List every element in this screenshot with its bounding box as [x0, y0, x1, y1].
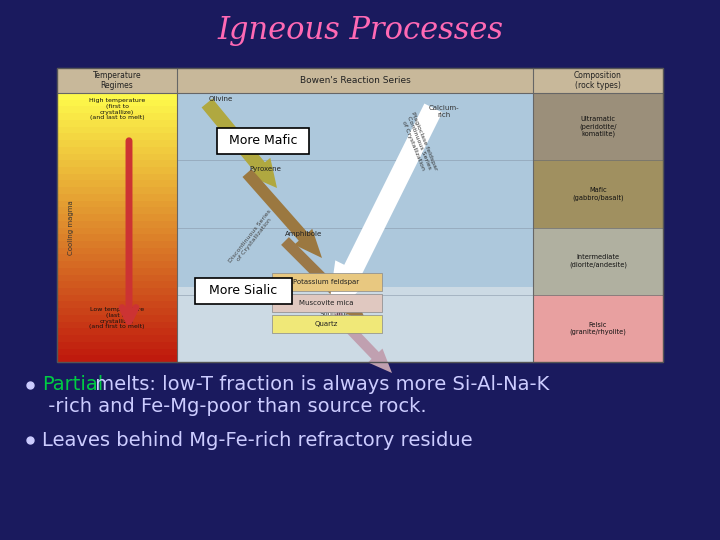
Bar [57, 281, 177, 288]
Bar [57, 274, 177, 281]
Bar [57, 166, 177, 174]
Text: Igneous Processes: Igneous Processes [217, 15, 503, 46]
Bar [57, 119, 177, 126]
Text: Felsic
(granite/rhyolite): Felsic (granite/rhyolite) [570, 322, 626, 335]
Bar [57, 314, 177, 322]
Bar [57, 247, 177, 254]
Bar [57, 213, 177, 221]
Polygon shape [281, 237, 367, 323]
Bar [57, 133, 177, 140]
Bar [57, 261, 177, 268]
FancyBboxPatch shape [217, 128, 309, 154]
Bar [57, 287, 177, 295]
Polygon shape [243, 169, 322, 258]
Bar [533, 227, 663, 295]
Bar [57, 355, 177, 362]
Bar [57, 68, 663, 362]
Bar [57, 99, 177, 106]
Bar [177, 93, 533, 287]
Bar [57, 200, 177, 207]
Bar [177, 287, 533, 362]
Text: Temperature
Regimes: Temperature Regimes [93, 71, 141, 90]
Bar [57, 193, 177, 200]
Bar [57, 180, 177, 187]
Text: Intermediate
(diorite/andesite): Intermediate (diorite/andesite) [569, 254, 627, 268]
Bar [57, 106, 177, 113]
Text: Mafic
(gabbro/basalt): Mafic (gabbro/basalt) [572, 187, 624, 201]
Text: Cooling magma: Cooling magma [68, 200, 74, 255]
Bar [57, 308, 177, 315]
Text: Calcium-
rich: Calcium- rich [428, 105, 459, 118]
Text: Discontinuous Series
of Crystallization: Discontinuous Series of Crystallization [228, 209, 276, 267]
Bar [271, 315, 382, 333]
Text: Low temperature
(last to
crystallize)
(and first to melt): Low temperature (last to crystallize) (a… [89, 307, 145, 329]
Bar [57, 254, 177, 261]
Text: Biotite mica: Biotite mica [332, 295, 374, 301]
Text: More Mafic: More Mafic [229, 134, 297, 147]
Bar [57, 341, 177, 348]
Text: Pyroxene: Pyroxene [249, 166, 281, 172]
Bar [57, 220, 177, 227]
Bar [57, 153, 177, 160]
Text: Partial: Partial [42, 375, 103, 395]
Text: Olivine: Olivine [209, 96, 233, 102]
Bar [57, 328, 177, 335]
Bar [533, 160, 663, 227]
Bar [57, 146, 177, 153]
Text: High temperature
(first to
crystallize)
(and last to melt): High temperature (first to crystallize) … [89, 98, 145, 120]
Bar [533, 295, 663, 362]
Text: melts: low-T fraction is always more Si-Al-Na-K: melts: low-T fraction is always more Si-… [89, 375, 549, 395]
Bar [57, 234, 177, 241]
Text: Plagioclase feldspar
Continuous Series
of Crystallization: Plagioclase feldspar Continuous Series o… [400, 111, 438, 175]
Bar [57, 187, 177, 194]
Bar [57, 267, 177, 274]
Text: More Sialic: More Sialic [209, 285, 277, 298]
Text: Ultramatic
(peridotite/
komatiite): Ultramatic (peridotite/ komatiite) [580, 116, 617, 137]
Bar [57, 321, 177, 328]
Text: Quartz: Quartz [315, 321, 338, 327]
Text: Potassium feldspar: Potassium feldspar [294, 279, 359, 285]
Text: Bowen's Reaction Series: Bowen's Reaction Series [300, 76, 410, 85]
Bar [57, 68, 663, 362]
Polygon shape [327, 104, 442, 323]
Bar [57, 227, 177, 234]
Text: -rich and Fe-Mg-poor than source rock.: -rich and Fe-Mg-poor than source rock. [42, 396, 427, 415]
Bar [57, 92, 177, 100]
Text: Composition
(rock types): Composition (rock types) [574, 71, 622, 90]
Bar [271, 294, 382, 312]
Bar [57, 139, 177, 147]
Bar [57, 301, 177, 308]
Bar [57, 348, 177, 355]
Bar [57, 240, 177, 248]
Bar [57, 173, 177, 180]
Bar [57, 113, 177, 120]
Text: Amphibole: Amphibole [285, 231, 323, 237]
Text: Sodium-
rich: Sodium- rich [319, 311, 348, 324]
Bar [57, 335, 177, 342]
Bar [57, 207, 177, 214]
Bar [271, 273, 382, 291]
Text: Muscovite mica: Muscovite mica [300, 300, 354, 306]
Bar [57, 160, 177, 167]
Bar [533, 93, 663, 160]
FancyBboxPatch shape [195, 278, 292, 304]
Bar [57, 294, 177, 301]
Bar [57, 68, 663, 93]
Polygon shape [202, 99, 277, 188]
Polygon shape [321, 300, 392, 373]
Text: Leaves behind Mg-Fe-rich refractory residue: Leaves behind Mg-Fe-rich refractory resi… [42, 430, 472, 449]
Bar [57, 126, 177, 133]
